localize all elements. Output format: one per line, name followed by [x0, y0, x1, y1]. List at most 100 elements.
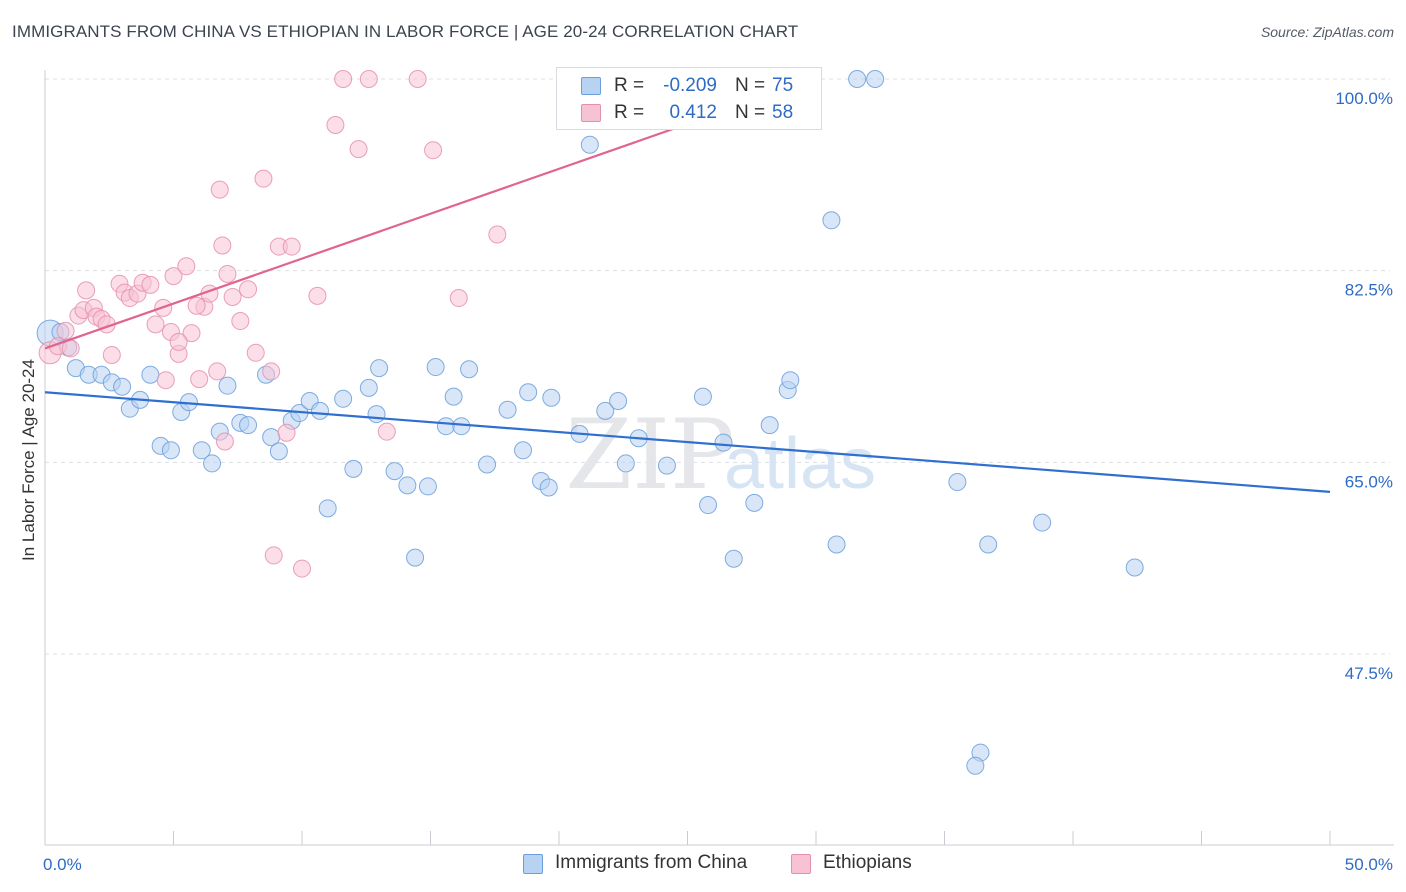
y-tick-label: 100.0%	[1335, 89, 1393, 108]
stats-r-label: R =	[614, 75, 645, 96]
data-point	[616, 454, 635, 473]
data-point	[77, 281, 96, 300]
data-point	[215, 432, 234, 451]
data-point	[514, 441, 533, 460]
y-axis-title: In Labor Force | Age 20-24	[19, 359, 38, 561]
data-point	[210, 180, 229, 199]
data-point	[1033, 513, 1052, 532]
data-point	[781, 371, 800, 390]
data-point	[822, 211, 841, 230]
data-point	[1125, 558, 1144, 577]
data-point	[326, 116, 345, 134]
legend-swatch-china	[523, 854, 543, 874]
data-point	[164, 267, 183, 286]
data-point	[231, 312, 250, 331]
data-point	[282, 237, 301, 256]
data-point	[293, 559, 311, 578]
data-point	[460, 360, 479, 379]
data-point	[187, 296, 206, 315]
data-point	[246, 343, 265, 362]
chart-title: IMMIGRANTS FROM CHINA VS ETHIOPIAN IN LA…	[12, 22, 799, 41]
trendline-china	[44, 391, 1331, 494]
watermark: ZIP atlas	[565, 399, 876, 511]
stats-swatch-china	[581, 77, 601, 95]
stats-row-china: R = -0.209 N = 75	[557, 74, 821, 100]
data-point	[169, 332, 188, 351]
series-ethiopians-points	[38, 70, 586, 578]
stats-row-ethiopians: R = 0.412 N = 58	[557, 101, 821, 127]
data-point	[596, 401, 615, 420]
data-point	[449, 289, 468, 308]
data-point	[724, 549, 743, 568]
data-point	[146, 315, 165, 334]
data-point	[367, 405, 386, 424]
data-point	[699, 496, 718, 515]
data-point	[208, 362, 227, 381]
data-point	[113, 377, 132, 396]
legend-swatch-ethiopians	[791, 854, 811, 874]
stats-r-value: -0.209	[663, 75, 717, 96]
stats-swatch-ethiopians	[581, 104, 601, 122]
data-point	[436, 417, 455, 436]
y-tick-label: 65.0%	[1345, 472, 1393, 491]
data-point	[264, 546, 283, 565]
data-point	[344, 459, 363, 478]
data-point	[213, 236, 232, 255]
watermark-zip: ZIP	[565, 399, 734, 511]
data-point	[519, 383, 538, 402]
data-point	[218, 376, 237, 395]
data-point	[349, 140, 368, 159]
data-point	[827, 535, 846, 554]
legend: Immigrants from China Ethiopians	[0, 852, 1406, 878]
data-point	[478, 455, 497, 474]
data-point	[190, 370, 209, 389]
data-point	[102, 346, 121, 364]
data-point	[488, 225, 507, 244]
data-point	[310, 401, 329, 420]
data-point	[948, 473, 967, 492]
x-tick-label: 0.0%	[43, 855, 82, 874]
data-point	[269, 442, 288, 461]
data-point	[318, 499, 337, 518]
data-point	[377, 422, 396, 441]
data-point	[385, 462, 404, 481]
data-point	[223, 287, 242, 306]
data-point	[141, 365, 160, 384]
data-point	[161, 441, 180, 460]
source-label: Source: ZipAtlas.com	[1260, 24, 1394, 40]
data-point	[848, 70, 867, 88]
data-point	[141, 275, 160, 294]
data-point	[498, 400, 517, 419]
data-point	[426, 358, 445, 377]
data-point	[182, 324, 201, 343]
data-point	[424, 141, 443, 160]
data-point	[218, 264, 237, 283]
data-point	[657, 456, 676, 475]
legend-label-ethiopians: Ethiopians	[823, 852, 912, 873]
stats-n-value: 58	[772, 102, 794, 123]
data-point	[239, 416, 258, 435]
stats-r-value: 0.412	[669, 102, 717, 123]
data-point	[334, 389, 353, 408]
data-point	[444, 387, 463, 406]
y-tick-label: 82.5%	[1345, 281, 1393, 300]
data-point	[408, 70, 427, 88]
data-point	[418, 477, 437, 496]
x-tick-label: 50.0%	[1345, 855, 1393, 874]
data-point	[580, 135, 599, 154]
watermark-atlas: atlas	[724, 424, 876, 504]
data-point	[979, 535, 998, 554]
stats-n-value: 75	[772, 75, 794, 96]
data-point	[277, 423, 296, 442]
data-point	[177, 257, 196, 276]
data-point	[452, 417, 471, 436]
data-point	[334, 70, 353, 88]
data-point	[203, 454, 222, 473]
data-point	[56, 321, 75, 340]
data-point	[760, 416, 779, 435]
data-point	[745, 493, 764, 512]
data-point	[254, 169, 273, 188]
data-point	[239, 280, 258, 299]
grid-layer	[45, 78, 1390, 655]
